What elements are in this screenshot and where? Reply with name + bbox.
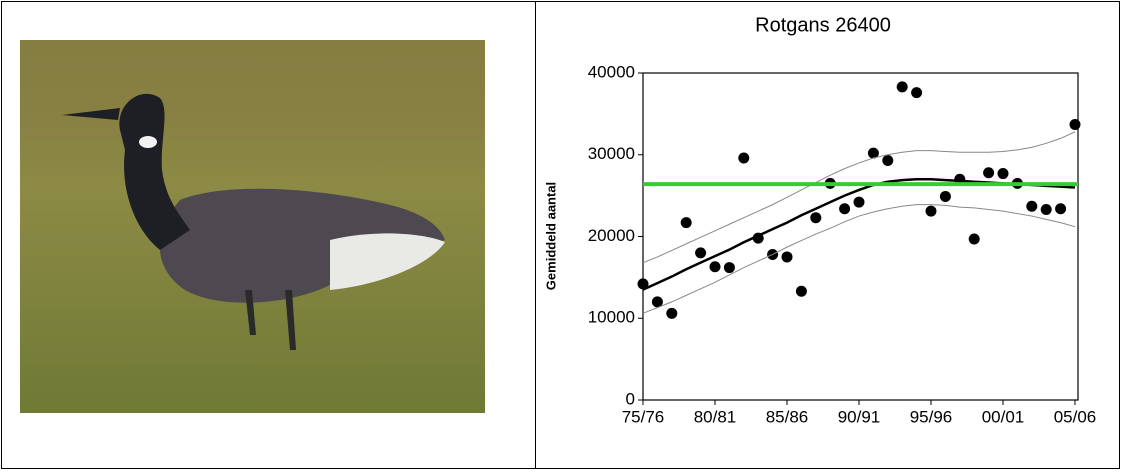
data-point	[897, 81, 908, 92]
data-point	[738, 153, 749, 164]
y-tick-label: 0	[626, 389, 635, 408]
y-tick-label: 40000	[588, 62, 635, 81]
x-tick-label: 80/81	[694, 407, 737, 426]
x-tick-label: 00/01	[982, 407, 1025, 426]
data-point	[681, 217, 692, 228]
document: Rotgans 26400 Gemiddeld aantal 0 10000 200…	[0, 0, 1122, 471]
x-tick-label: 90/91	[838, 407, 881, 426]
x-tick-label: 75/76	[622, 407, 665, 426]
y-tick-label: 20000	[588, 226, 635, 245]
x-tick-label: 05/06	[1054, 407, 1097, 426]
plot-frame	[643, 73, 1078, 400]
data-point	[1026, 201, 1037, 212]
data-point	[969, 233, 980, 244]
data-point	[926, 206, 937, 217]
x-tick-label: 95/96	[910, 407, 953, 426]
data-point	[1070, 119, 1081, 130]
data-point	[854, 197, 865, 208]
data-point	[1055, 203, 1066, 214]
data-point	[782, 251, 793, 262]
data-point	[839, 203, 850, 214]
data-point	[796, 286, 807, 297]
page: Rotgans 26400 Gemiddeld aantal 0 10000 200…	[0, 0, 1122, 471]
data-point	[710, 261, 721, 272]
y-tick-label: 30000	[588, 144, 635, 163]
data-point	[695, 247, 706, 258]
y-tick-label: 10000	[588, 308, 635, 327]
chart-title: Rotgans 26400	[755, 14, 891, 36]
data-point	[724, 262, 735, 273]
x-tick-label: 85/86	[766, 407, 809, 426]
data-point	[983, 167, 994, 178]
data-point	[940, 191, 951, 202]
data-point	[1041, 204, 1052, 215]
data-point	[810, 212, 821, 223]
photo	[20, 40, 485, 413]
data-point	[882, 155, 893, 166]
y-axis-label: Gemiddeld aantal	[543, 182, 558, 290]
data-point	[911, 87, 922, 98]
data-point	[666, 308, 677, 319]
data-point	[998, 168, 1009, 179]
